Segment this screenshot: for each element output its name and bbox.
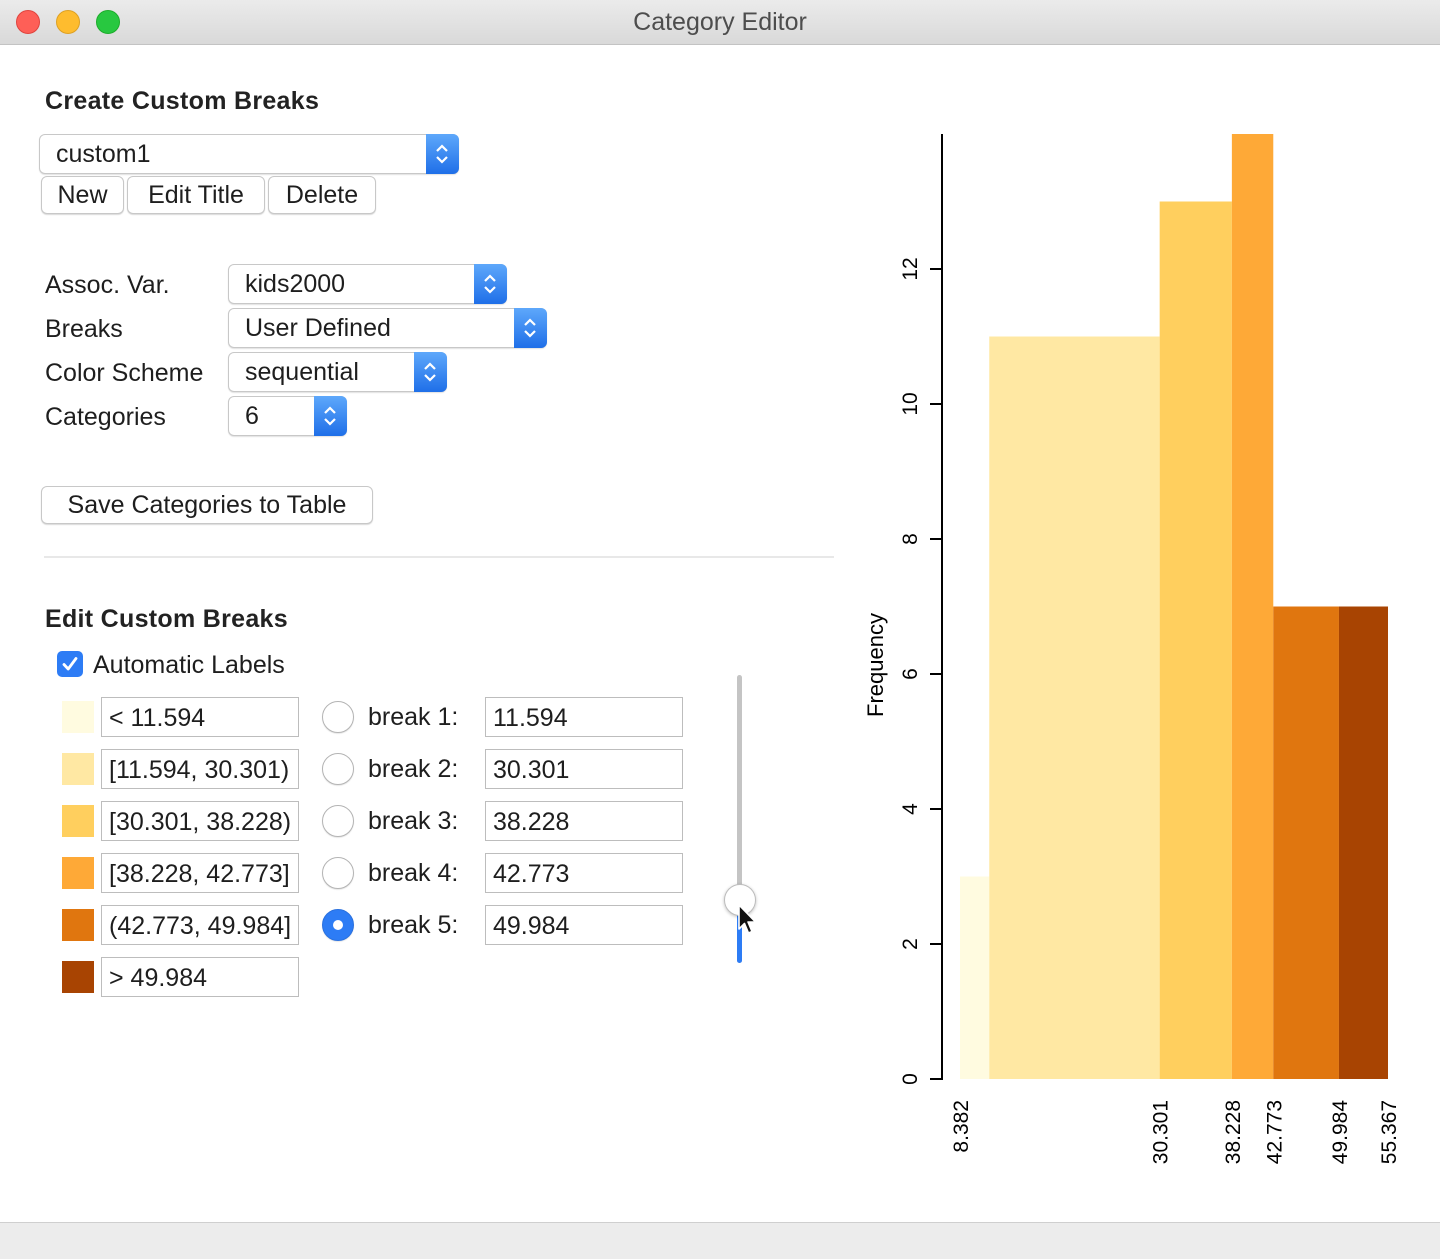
section-divider	[44, 556, 834, 558]
y-tick-label-6: 6	[899, 668, 922, 680]
break-2-label: break 2:	[368, 755, 459, 783]
custom-breaks-select-value: custom1	[56, 140, 151, 168]
y-tick-label-0: 0	[899, 1073, 922, 1085]
y-tick-label-12: 12	[899, 257, 922, 280]
color-scheme-label: Color Scheme	[45, 359, 204, 387]
delete-button[interactable]: Delete	[268, 176, 376, 214]
break-1-label: break 1:	[368, 703, 459, 731]
break-2-value-field[interactable]: 30.301	[485, 749, 683, 789]
histogram-bar-6	[1338, 606, 1388, 1079]
select-arrows-icon	[426, 134, 459, 174]
x-tick-label-4: 42.773	[1263, 1100, 1286, 1164]
category-3-swatch[interactable]	[62, 805, 94, 837]
x-tick-label-2: 30.301	[1150, 1100, 1173, 1164]
assoc-var-value: kids2000	[245, 270, 346, 298]
y-tick-label-4: 4	[899, 803, 922, 815]
assoc-var-label: Assoc. Var.	[45, 271, 170, 299]
categories-select[interactable]: 6	[228, 396, 347, 436]
status-bar	[0, 1222, 1440, 1259]
break-5-value-field[interactable]: 49.984	[485, 905, 683, 945]
categories-label: Categories	[45, 403, 166, 431]
y-axis-label: Frequency	[863, 613, 888, 717]
select-arrows-icon	[414, 352, 447, 392]
category-6-swatch[interactable]	[62, 961, 94, 993]
close-window-button[interactable]	[16, 10, 40, 34]
category-5-label-field[interactable]: (42.773, 49.984]	[101, 905, 299, 945]
category-1-label-field[interactable]: < 11.594	[101, 697, 299, 737]
y-tick-label-10: 10	[899, 392, 922, 415]
histogram-bar-5	[1273, 606, 1339, 1079]
x-tick-label-6: 55.367	[1378, 1100, 1401, 1164]
x-axis-labels: 8.382 30.301 38.228 42.773 49.984 55.367	[950, 1100, 1401, 1165]
zoom-window-button[interactable]	[96, 10, 120, 34]
histogram-bar-2	[989, 336, 1160, 1079]
select-arrows-icon	[474, 264, 507, 304]
histogram-bars	[960, 134, 1388, 1079]
break-slider-track[interactable]	[737, 675, 742, 963]
break-2-radio[interactable]	[322, 753, 354, 785]
category-6-label-field[interactable]: > 49.984	[101, 957, 299, 997]
break-4-label: break 4:	[368, 859, 459, 887]
assoc-var-select[interactable]: kids2000	[228, 264, 507, 304]
x-tick-label-3: 38.228	[1222, 1100, 1245, 1164]
break-4-radio[interactable]	[322, 857, 354, 889]
create-custom-breaks-heading: Create Custom Breaks	[45, 87, 320, 115]
checkmark-icon	[62, 657, 78, 671]
window-title: Category Editor	[633, 8, 807, 36]
category-2-label-field[interactable]: [11.594, 30.301)	[101, 749, 299, 789]
edit-custom-breaks-heading: Edit Custom Breaks	[45, 605, 288, 633]
automatic-labels-checkbox[interactable]	[57, 651, 83, 677]
category-3-label-field[interactable]: [30.301, 38.228)	[101, 801, 299, 841]
breaks-label: Breaks	[45, 315, 123, 343]
break-5-label: break 5:	[368, 911, 459, 939]
break-3-label: break 3:	[368, 807, 459, 835]
break-5-radio[interactable]	[322, 909, 354, 941]
title-bar: Category Editor	[0, 0, 1440, 45]
histogram-bar-3	[1159, 201, 1232, 1079]
histogram-bar-4	[1231, 134, 1274, 1079]
y-tick-label-2: 2	[899, 938, 922, 950]
break-slider-fill	[737, 899, 742, 963]
edit-title-button[interactable]: Edit Title	[127, 176, 265, 214]
categories-value: 6	[245, 402, 259, 430]
y-axis-ticks: 0 2 4 6 8 10 12	[899, 257, 942, 1085]
break-4-value-field[interactable]: 42.773	[485, 853, 683, 893]
mouse-pointer-icon	[738, 904, 757, 934]
select-arrows-icon	[314, 396, 347, 436]
save-categories-button[interactable]: Save Categories to Table	[41, 486, 373, 524]
category-4-label-field[interactable]: [38.228, 42.773]	[101, 853, 299, 893]
color-scheme-select[interactable]: sequential	[228, 352, 447, 392]
color-scheme-value: sequential	[245, 358, 359, 386]
category-5-swatch[interactable]	[62, 909, 94, 941]
histogram-chart: 0 2 4 6 8 10 12 8.382 30.301 38.228 42.773 49.984 5…	[863, 134, 1401, 1165]
category-4-swatch[interactable]	[62, 857, 94, 889]
automatic-labels-label: Automatic Labels	[93, 651, 285, 679]
break-1-value-field[interactable]: 11.594	[485, 697, 683, 737]
category-1-swatch[interactable]	[62, 701, 94, 733]
break-3-radio[interactable]	[322, 805, 354, 837]
break-1-radio[interactable]	[322, 701, 354, 733]
histogram-bar-1	[960, 876, 990, 1079]
y-tick-label-8: 8	[899, 533, 922, 545]
break-3-value-field[interactable]: 38.228	[485, 801, 683, 841]
x-tick-label-1: 8.382	[950, 1100, 973, 1153]
breaks-value: User Defined	[245, 314, 391, 342]
minimize-window-button[interactable]	[56, 10, 80, 34]
custom-breaks-select[interactable]: custom1	[39, 134, 459, 174]
category-2-swatch[interactable]	[62, 753, 94, 785]
new-button[interactable]: New	[41, 176, 124, 214]
breaks-select[interactable]: User Defined	[228, 308, 547, 348]
select-arrows-icon	[514, 308, 547, 348]
x-tick-label-5: 49.984	[1329, 1100, 1352, 1165]
